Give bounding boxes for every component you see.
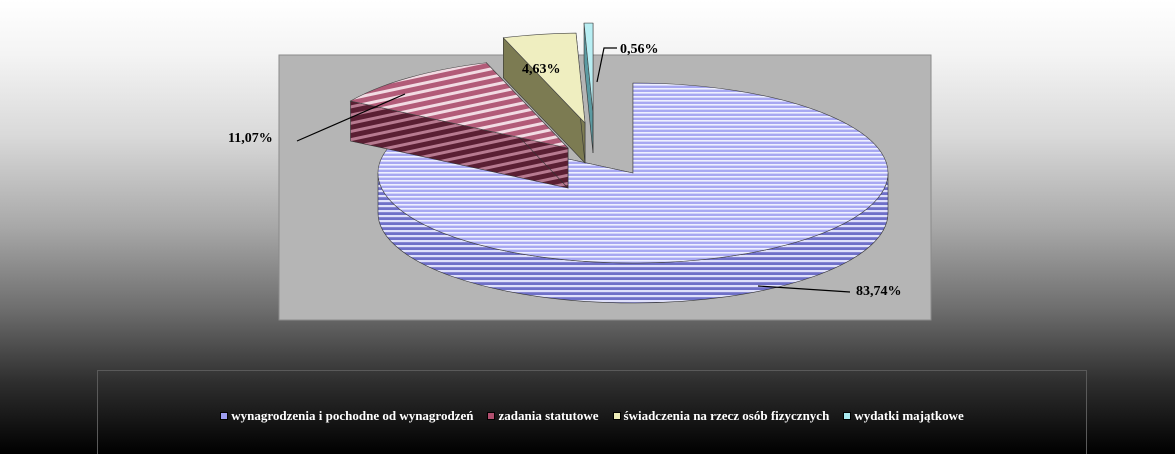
legend-label: wynagrodzenia i pochodne od wynagrodzeń bbox=[231, 407, 474, 423]
pie-slices bbox=[349, 22, 889, 304]
legend-item-wynagrodzenia-i-pochodne-od-wynagrodzen: wynagrodzenia i pochodne od wynagrodzeń bbox=[220, 408, 473, 424]
legend-swatch bbox=[612, 411, 621, 420]
legend-swatch bbox=[220, 411, 229, 420]
pie-slice-wydatki-majatkowe bbox=[583, 22, 594, 154]
data-labels: 83,74% 11,07% 4,63% 0,56% bbox=[228, 42, 902, 299]
pie-slice-top bbox=[349, 62, 569, 149]
pie-slice-zadania-statutowe bbox=[349, 61, 569, 189]
data-label-zadania-statutowe: 11,07% bbox=[228, 131, 273, 146]
data-label-wynagrodzenia-i-pochodne-od-wynagrodzen: 83,74% bbox=[856, 284, 902, 299]
legend-swatch bbox=[487, 411, 496, 420]
legend-label: świadczenia na rzecz osób fizycznych bbox=[623, 407, 830, 423]
pie-slice-swiadczenia-na-rzecz-osob-fizycznych bbox=[502, 32, 586, 164]
pie-slice-top bbox=[377, 82, 889, 264]
legend-label: zadania statutowe bbox=[498, 407, 599, 423]
data-label-wydatki-majatkowe: 0,56% bbox=[620, 42, 659, 57]
legend-items: wynagrodzenia i pochodne od wynagrodzeń z… bbox=[220, 407, 964, 424]
legend-item-wydatki-majatkowe: wydatki majątkowe bbox=[843, 407, 964, 424]
pie-slice-top bbox=[583, 22, 594, 114]
legend-swatch bbox=[843, 411, 852, 420]
legend: wynagrodzenia i pochodne od wynagrodzeń z… bbox=[97, 370, 1087, 454]
data-label-swiadczenia-na-rzecz-osob-fizycznych: 4,63% bbox=[522, 62, 561, 77]
legend-item-zadania-statutowe: zadania statutowe bbox=[487, 407, 599, 424]
pie-slice-top bbox=[502, 32, 586, 124]
leader-line bbox=[296, 93, 406, 142]
legend-label: wydatki majątkowe bbox=[854, 407, 964, 423]
leader-line bbox=[596, 47, 617, 83]
legend-item-swiadczenia-na-rzecz-osob-fizycznych: świadczenia na rzecz osób fizycznych bbox=[612, 407, 830, 424]
leader-line bbox=[757, 285, 851, 293]
